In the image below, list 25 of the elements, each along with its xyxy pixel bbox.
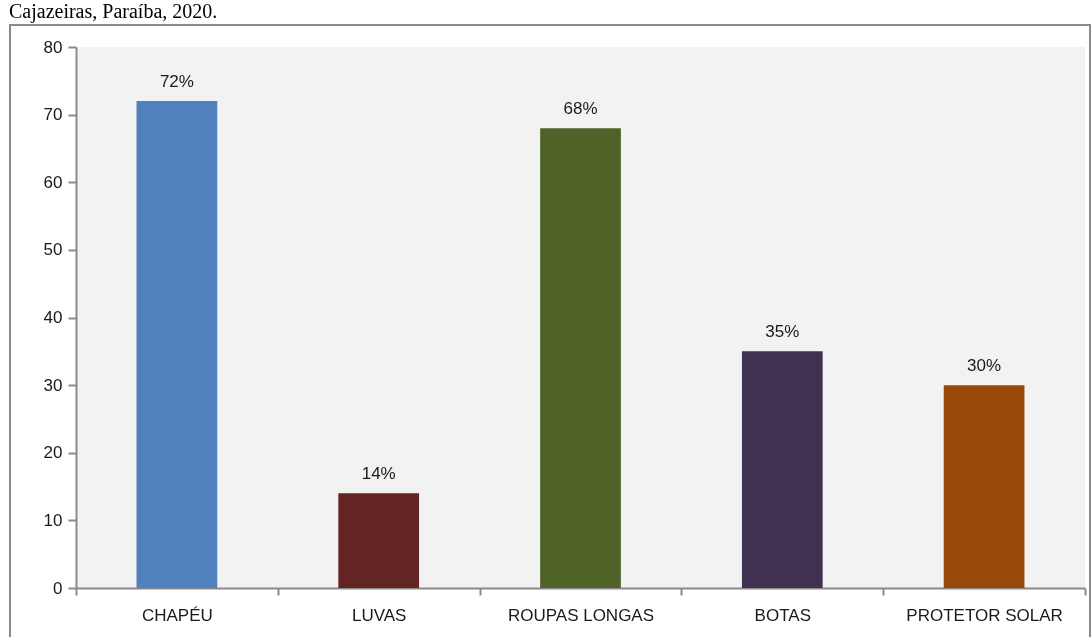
x-tick-label: BOTAS xyxy=(754,605,811,625)
chart-title: Cajazeiras, Paraíba, 2020. xyxy=(9,0,218,22)
bar xyxy=(540,128,621,588)
bar xyxy=(136,101,218,588)
y-tick-label: 40 xyxy=(43,308,63,327)
y-tick-label: 80 xyxy=(43,37,63,57)
x-tick-label: ROUPAS LONGAS xyxy=(507,605,655,625)
data-label: 14% xyxy=(361,464,396,484)
data-label: 35% xyxy=(765,322,800,342)
y-tick-label: 30 xyxy=(43,375,63,395)
y-tick-label: 70 xyxy=(43,105,63,125)
x-tick-label: LUVAS xyxy=(351,605,407,625)
y-tick-label: 60 xyxy=(43,172,63,192)
y-tick-label: 10 xyxy=(43,510,63,530)
x-tick-label: PROTETOR SOLAR xyxy=(906,605,1063,625)
data-label: 72% xyxy=(159,72,194,92)
x-tick-label: CHAPÉU xyxy=(141,605,213,625)
y-tick-label: 50 xyxy=(43,240,63,260)
bar xyxy=(943,385,1025,588)
y-tick-label: 20 xyxy=(43,443,63,463)
bar xyxy=(338,493,420,588)
data-label: 30% xyxy=(967,356,1002,376)
bar xyxy=(741,351,823,588)
y-tick-label: 0 xyxy=(53,578,63,598)
data-label: 68% xyxy=(563,99,598,119)
